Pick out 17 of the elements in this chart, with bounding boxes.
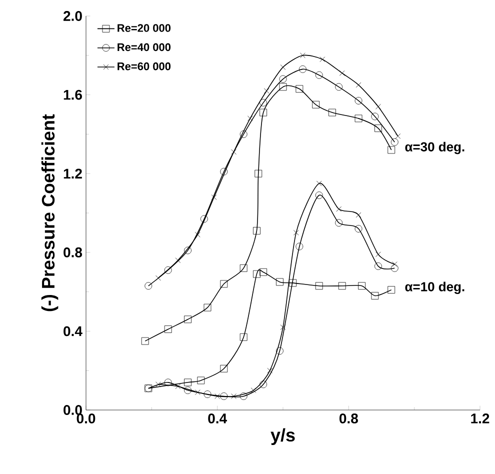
x-tick-label: 0.8 [339,414,358,424]
legend-label: Re=60 000 [118,62,171,70]
annotation: α=10 deg. [405,282,464,294]
y-tick-label: 0.0 [64,405,82,415]
y-tick-label: 0.8 [64,247,82,258]
y-tick-label: 2.0 [64,11,82,21]
annotation: α=30 deg. [405,142,464,154]
x-tick-label: 1.2 [471,414,490,424]
x-tick-label: 0.0 [76,414,96,424]
y-tick-label: 1.2 [64,168,82,178]
legend-label: Re=40 000 [118,43,171,52]
x-axis-title: y/s [270,428,295,446]
x-tick-label: 0.4 [208,414,227,424]
y-tick-label: 1.6 [64,90,82,100]
legend-label: Re=20 000 [118,24,171,32]
y-axis-title: (-) Pressure Coefficient [41,114,58,312]
y-tick-label: 0.4 [64,326,82,336]
